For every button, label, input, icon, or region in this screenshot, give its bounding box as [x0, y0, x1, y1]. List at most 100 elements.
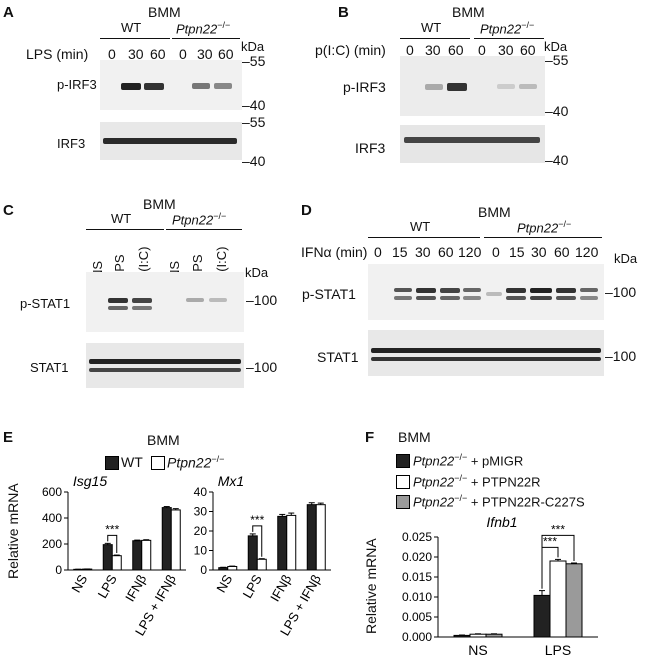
- bar: [485, 633, 503, 638]
- panel-c-mw: –100: [246, 292, 278, 308]
- panel-a-kda: kDa: [241, 39, 265, 54]
- bar: [549, 560, 567, 638]
- x-tick-label: LPS: [95, 572, 120, 601]
- panel-e-letter: E: [3, 429, 14, 446]
- bar: [141, 539, 152, 571]
- bar: [533, 594, 551, 638]
- panel-d-label-stat1: STAT1: [317, 349, 359, 365]
- panel-c-letter: C: [3, 202, 14, 219]
- panel-d-mw: –100: [605, 348, 637, 364]
- panel-c-cell: BMM: [143, 196, 176, 212]
- y-tick-label: 0.025: [402, 530, 432, 544]
- panel-d-treatment: IFNα (min): [301, 244, 368, 260]
- significance-label: ***: [551, 522, 565, 536]
- panel-d-wt: WT: [410, 219, 431, 234]
- bar: [227, 565, 238, 571]
- panel-d-label-pstat1: p-STAT1: [302, 286, 356, 302]
- panel-a-time: 30: [128, 46, 144, 62]
- x-tick-label: NS: [468, 642, 487, 658]
- y-tick-label: 40: [194, 485, 208, 499]
- panel-a-time: 60: [150, 46, 166, 62]
- panel-c-wt: WT: [111, 211, 132, 226]
- panel-a-time: 0: [179, 46, 187, 62]
- panel-c-label-pstat1: p-STAT1: [20, 296, 71, 311]
- bar: [453, 634, 471, 638]
- panel-a-wt-line: [100, 38, 170, 39]
- panel-a-mw: –40: [242, 97, 266, 113]
- panel-a-ko-line: [172, 38, 240, 39]
- panel-c-mw: –100: [246, 359, 278, 375]
- legend-label-pmigr: Ptpn22−/− + pMIGR: [413, 452, 524, 469]
- legend-label-wt: WT: [121, 454, 143, 470]
- x-tick-label: IFNβ: [122, 572, 149, 604]
- legend-label-ptpn22r: Ptpn22−/− + PTPN22R: [413, 473, 541, 490]
- panel-d-ko: Ptpn22−/−: [517, 219, 572, 236]
- panel-b-cell: BMM: [452, 4, 485, 20]
- panel-d-time: 30: [531, 244, 547, 260]
- panel-b-letter: B: [338, 4, 349, 21]
- panel-e-cell: BMM: [147, 432, 180, 448]
- panel-b-blot-irf3: [400, 125, 545, 163]
- panel-d-kda: kDa: [614, 251, 638, 266]
- panel-b-mw: –40: [545, 152, 569, 168]
- panel-d-time: 15: [509, 244, 525, 260]
- bar: [306, 504, 317, 571]
- panel-a-label-irf3: IRF3: [57, 136, 86, 151]
- panel-b-mw: –40: [545, 103, 569, 119]
- panel-b-label-pirf3: p-IRF3: [343, 79, 386, 95]
- panel-b-blot-pirf3: [400, 56, 545, 116]
- y-tick-label: 10: [194, 544, 208, 558]
- bar: [565, 563, 583, 638]
- y-tick-label: 0.010: [402, 590, 432, 604]
- panel-d-cell: BMM: [478, 204, 511, 220]
- panel-a-label-pirf3: p-IRF3: [57, 77, 97, 92]
- significance-bracket: [252, 525, 263, 557]
- panel-f-ylabel: Relative mRNA: [363, 538, 379, 634]
- legend-label-c227s: Ptpn22−/− + PTPN22R-C227S: [413, 493, 585, 510]
- legend-swatch-ptpn22r: [396, 475, 410, 489]
- panel-a-mw: –40: [242, 153, 266, 169]
- panel-e-ylabel: Relative mRNA: [5, 483, 21, 579]
- panel-c-wt-line: [86, 229, 164, 230]
- significance-label: ***: [543, 534, 557, 548]
- y-tick-label: 400: [42, 511, 62, 525]
- chart-title: Mx1: [218, 473, 244, 489]
- panel-b-treatment: p(I:C) (min): [315, 42, 386, 58]
- x-tick-label: LPS: [240, 572, 265, 601]
- chart-ifnb1: 0.000 0.005 0.010 0.015 0.020 0.025 Ifnb1 NS LPS…: [402, 515, 598, 658]
- y-tick-label: 0: [200, 563, 207, 577]
- panel-c-blot-stat1: [86, 343, 244, 388]
- panel-c-blot-pstat1: [86, 272, 244, 332]
- x-tick-label: LPS: [545, 642, 571, 658]
- panel-d-ko-line: [484, 237, 602, 238]
- panel-d-blot-pstat1: [368, 264, 604, 320]
- panel-b-time: 0: [406, 42, 414, 58]
- y-tick-label: 0.020: [402, 550, 432, 564]
- panel-a-treatment: LPS (min): [26, 46, 89, 62]
- panel-d-time: 60: [554, 244, 570, 260]
- panel-c-label-stat1: STAT1: [30, 360, 69, 375]
- panel-b-ko-line: [474, 38, 544, 39]
- legend-swatch-ko: [151, 456, 165, 470]
- panel-a-wt: WT: [121, 20, 142, 35]
- panel-d-time: 0: [374, 244, 382, 260]
- panel-a-cell: BMM: [148, 4, 181, 20]
- y-tick-label: 600: [42, 485, 62, 499]
- panel-d-blot-stat1: [368, 330, 604, 376]
- panel-b-ko: Ptpn22−/−: [480, 20, 535, 37]
- panel-b-time: 30: [498, 42, 514, 58]
- x-tick-label: NS: [68, 572, 90, 595]
- y-tick-label: 20: [194, 524, 208, 538]
- bar: [170, 509, 181, 571]
- bar: [102, 544, 113, 571]
- bar: [277, 515, 288, 571]
- panel-c-kda: kDa: [245, 265, 269, 280]
- panel-b-label-irf3: IRF3: [355, 140, 386, 156]
- significance-label: ***: [105, 522, 119, 536]
- panel-d-time: 120: [575, 244, 599, 260]
- bar: [469, 633, 487, 638]
- significance-bracket: [107, 534, 118, 554]
- legend-label-ko: Ptpn22−/−: [167, 454, 225, 471]
- y-tick-label: 0.005: [402, 610, 432, 624]
- panel-a-mw: –55: [242, 114, 266, 130]
